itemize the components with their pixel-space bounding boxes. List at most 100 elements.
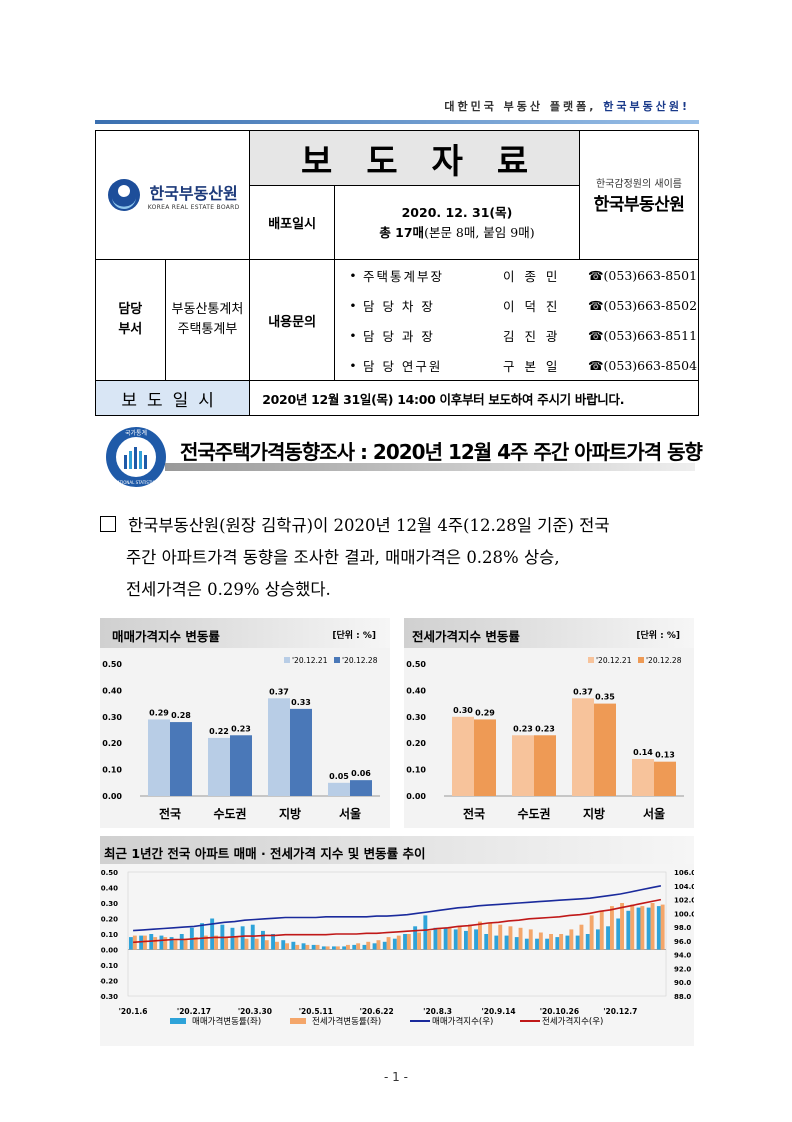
data-label: 0.35 (595, 693, 615, 702)
jeonse-index-chart-panel: 전세가격지수 변동률 [단위 : %] 0.00 0.10 0.20 0.30 0.40… (404, 618, 694, 828)
y-tick-label: 0.50 (406, 660, 426, 669)
legend-swatch (638, 657, 644, 663)
category-label: 수도권 (517, 807, 550, 821)
seal-text: 국가통계 (125, 429, 147, 437)
logo-subtext: KOREA REAL ESTATE BOARD (147, 203, 240, 211)
sale-index-chart-panel: 매매가격지수 변동률 [단위 : %] 0.00 0.10 0.20 0.30 0.40… (100, 618, 390, 828)
y-left-tick-label: 0.10 (101, 931, 118, 939)
y-right-tick-label: 94.0 (674, 952, 691, 960)
trend-combo-chart: 0.50 0.40 0.30 0.20 0.10 0.00 -0.10 -0.20 -0.30 1… (100, 869, 694, 1027)
chart-unit: [단위 : %] (636, 631, 680, 641)
logo-text: 한국부동산원 (149, 183, 238, 203)
bar (376, 940, 381, 950)
bar (579, 924, 584, 950)
bar (129, 937, 133, 950)
bar (559, 934, 564, 950)
bar (437, 927, 442, 950)
bar (193, 937, 198, 950)
bar (569, 929, 574, 950)
contact-row: • 담 당 연구원 구 본 일 ☎(053)663-8504 (349, 357, 698, 374)
y-right-tick-label: 104.0 (674, 883, 694, 891)
page-number: - 1 - (384, 1070, 408, 1084)
y-right-tick-label: 100.0 (674, 910, 694, 918)
bar (498, 924, 503, 950)
new-name-caption: 한국감정원의 새이름 (595, 179, 682, 190)
bar (484, 934, 489, 950)
legend-label: '20.12.28 (342, 656, 378, 665)
bar (230, 735, 252, 796)
bar (244, 938, 249, 950)
bar (528, 929, 533, 950)
bar (457, 926, 462, 950)
bar (512, 735, 534, 796)
data-label: 0.29 (475, 708, 495, 717)
bar (335, 946, 340, 950)
distribution-cell: 2020. 12. 31(목) 총 17매(본문 8매, 붙임 9매) (333, 185, 580, 260)
y-tick-label: 0.20 (102, 739, 122, 748)
y-left-tick-label: -0.30 (100, 993, 118, 1001)
jeonse-index-bar-chart: 0.00 0.10 0.20 0.30 0.40 0.50 '20.12.21 '20.12.… (406, 656, 684, 821)
y-left-tick-label: 0.20 (101, 916, 118, 924)
category-label: 서울 (643, 806, 665, 821)
y-tick-label: 0.50 (102, 660, 122, 669)
bar (179, 934, 184, 950)
legend-label: '20.12.28 (646, 656, 682, 665)
bar (488, 923, 493, 950)
bar (295, 944, 300, 950)
bar (311, 944, 316, 950)
bar (372, 943, 377, 950)
headline: 전국주택가격동향조사 : 2020년 12월 4주 주간 아파트가격 동향 (180, 440, 703, 464)
chart-unit: [단위 : %] (332, 631, 376, 641)
bar (538, 932, 543, 950)
bar (514, 937, 519, 950)
bar (565, 935, 570, 950)
x-tick-label: '20.10.26 (540, 1007, 579, 1016)
y-tick-label: 0.10 (102, 766, 122, 775)
data-label: 0.28 (171, 711, 191, 720)
bar (636, 907, 641, 950)
new-name: 한국부동산원 (593, 195, 685, 215)
legend-label: '20.12.21 (596, 656, 632, 665)
bar (589, 915, 594, 950)
bar (443, 927, 448, 950)
y-tick-label: 0.00 (102, 792, 122, 801)
data-label: 0.05 (329, 772, 349, 781)
bar (545, 938, 550, 950)
bar (585, 934, 590, 950)
bar (143, 935, 147, 950)
bar (224, 937, 229, 950)
bar (332, 946, 336, 950)
bar (271, 934, 275, 950)
seal-subtext: NATIONAL STATISTICS (114, 480, 158, 485)
bar (291, 941, 296, 950)
page-count: 총 17매 (379, 224, 425, 240)
bar (660, 904, 665, 950)
legend-label: '20.12.21 (292, 656, 328, 665)
legend-label: 전세가격변동률(좌) (312, 1016, 381, 1027)
bar (620, 903, 624, 950)
bar (153, 937, 158, 950)
distribution-label: 배포일시 (249, 185, 335, 260)
y-tick-label: 0.30 (102, 713, 122, 722)
bar (173, 940, 178, 950)
data-label: 0.22 (209, 727, 229, 736)
checkbox-bullet-icon (100, 516, 116, 532)
y-tick-label: 0.40 (102, 686, 122, 695)
legend-swatch (284, 657, 290, 663)
bar (281, 940, 286, 950)
category-label: 전국 (159, 806, 181, 821)
x-tick-label: '20.6.22 (360, 1007, 394, 1016)
bar (315, 944, 320, 950)
bar (250, 924, 255, 950)
category-label: 지방 (279, 806, 301, 821)
bar (139, 935, 144, 950)
bar (447, 927, 452, 950)
category-label: 서울 (339, 806, 361, 821)
bar (599, 910, 604, 950)
data-label: 0.23 (513, 724, 533, 733)
bar (356, 943, 361, 950)
bar (362, 944, 367, 950)
data-label: 0.13 (655, 751, 675, 760)
